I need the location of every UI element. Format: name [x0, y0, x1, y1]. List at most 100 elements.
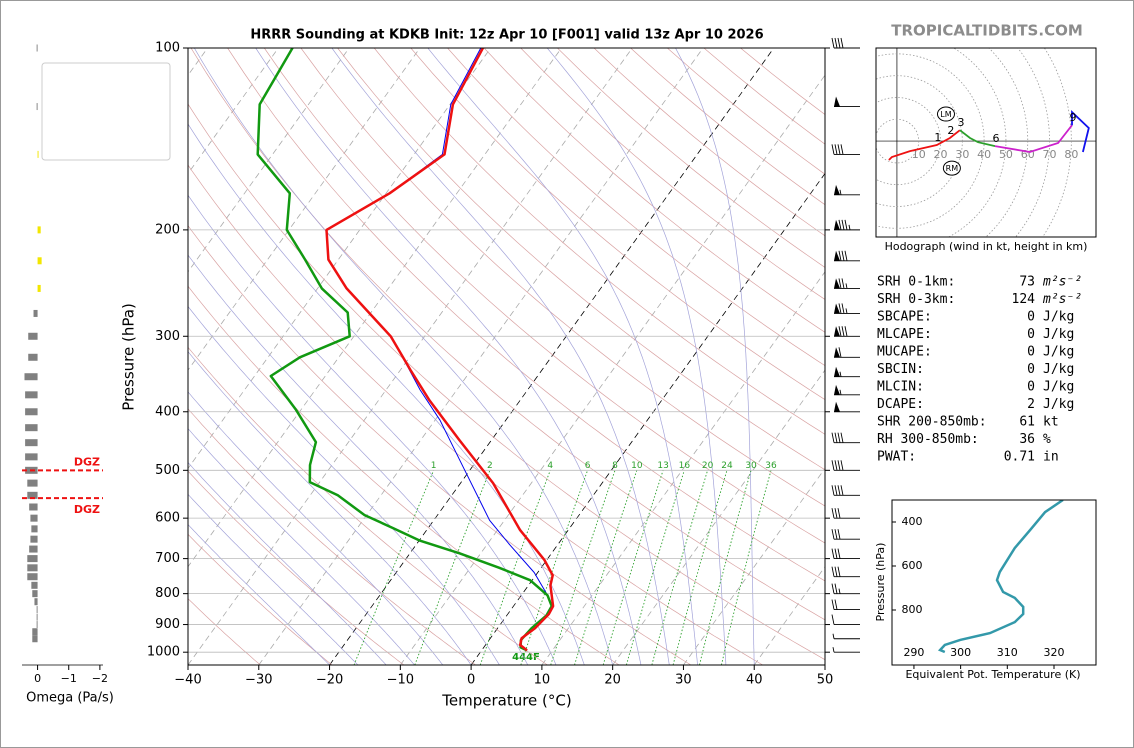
- barb-half: [832, 633, 835, 639]
- barb-line: [837, 37, 841, 49]
- omega-bar: [30, 535, 38, 543]
- mixing-ratio-line: [574, 470, 638, 665]
- index-label: SHR 200-850mb:: [877, 415, 987, 430]
- y-tick-label: 800: [155, 586, 180, 601]
- dry-adiabat: [188, 533, 333, 665]
- ring-label: 10: [912, 148, 926, 161]
- mixing-ratio-line: [720, 470, 772, 665]
- theta-e-plot: [937, 500, 1064, 654]
- omega-bar: [37, 257, 42, 265]
- mixing-ratio-line: [550, 470, 616, 665]
- y-tick-label: 900: [155, 617, 180, 632]
- wind-barb: [831, 37, 860, 49]
- hodo-line: [994, 124, 1073, 153]
- ring-label: 70: [1043, 148, 1057, 161]
- y-tick-label: 1000: [147, 645, 180, 660]
- barb-line: [834, 529, 838, 540]
- hodograph-frame: [875, 47, 1097, 238]
- y-tick-label: 100: [155, 41, 180, 56]
- mixing-ratio-line: [699, 470, 752, 665]
- ring-label: 20: [934, 148, 948, 161]
- hodo-line: [1071, 110, 1090, 153]
- barb-line: [838, 326, 842, 337]
- hodo-line: [959, 129, 996, 147]
- dgz-label: DGZ: [74, 503, 100, 516]
- x-tick-label: 40: [746, 673, 763, 688]
- x-tick-label: −10: [387, 673, 414, 688]
- profile-line: [325, 48, 555, 652]
- index-value: 73: [1019, 275, 1035, 290]
- barb-line: [834, 460, 838, 471]
- x-axis-label: Equivalent Pot. Temperature (K): [905, 668, 1080, 681]
- barb-line: [831, 583, 835, 594]
- wind-barb: [834, 303, 860, 314]
- mixing-ratio-label: 24: [721, 461, 733, 471]
- dry-adiabat: [373, 48, 825, 435]
- barb-line: [841, 219, 845, 230]
- barb-line: [841, 278, 845, 289]
- omega-bar: [28, 353, 38, 361]
- index-unit: m²s⁻²: [1042, 275, 1082, 290]
- moist-adiabat: [188, 391, 444, 665]
- y-tick-label: 800: [902, 603, 923, 616]
- mixing-ratio-label: 10: [631, 461, 643, 471]
- barb-line: [840, 144, 844, 155]
- theta-e-line: [937, 500, 1064, 654]
- omega-bar: [36, 44, 38, 52]
- dry-adiabat: [188, 408, 476, 665]
- wind-barb: [831, 529, 860, 540]
- barb-line: [834, 599, 838, 610]
- barb-line: [831, 548, 835, 559]
- omega-bar: [30, 514, 38, 522]
- height-label: 2: [947, 124, 954, 137]
- dry-adiabat: [188, 470, 405, 665]
- barb-line: [844, 219, 848, 230]
- barb-flag: [834, 96, 840, 107]
- wind-barb: [831, 485, 860, 496]
- mixing-ratio-label: 2: [487, 461, 493, 471]
- barb-line: [844, 326, 848, 337]
- dry-adiabat: [188, 285, 620, 665]
- omega-bar: [25, 408, 38, 416]
- index-label: MLCAPE:: [877, 327, 932, 342]
- y-tick-label: 400: [155, 404, 180, 419]
- annotation: 444F: [512, 652, 540, 663]
- chart-title: HRRR Sounding at KDKB Init: 12z Apr 10 […: [250, 28, 763, 43]
- omega-bar: [27, 573, 38, 581]
- moist-adiabat: [188, 428, 415, 665]
- y-tick-label: 500: [155, 463, 180, 478]
- barb-line: [831, 599, 835, 610]
- ring-label: 80: [1064, 148, 1078, 161]
- barb-line: [837, 529, 841, 540]
- height-label: 9: [1070, 111, 1077, 124]
- index-value: 0: [1027, 362, 1035, 377]
- barb-line: [837, 432, 841, 443]
- barb-half: [839, 389, 842, 395]
- barb-flag: [834, 303, 840, 314]
- background-lines: [188, 48, 825, 665]
- omega-bar: [37, 150, 39, 158]
- wind-barb: [834, 219, 860, 231]
- index-unit: m²s⁻²: [1042, 292, 1082, 307]
- barb-flag: [834, 366, 840, 377]
- barb-line: [844, 250, 848, 261]
- dry-adiabat: [227, 48, 825, 582]
- omega-bar: [33, 309, 38, 317]
- wind-barb: [831, 548, 860, 560]
- barb-line: [831, 508, 835, 519]
- mixing-ratio-line: [625, 470, 685, 665]
- barb-line: [837, 548, 841, 559]
- y-tick-label: 600: [902, 559, 923, 572]
- barb-line: [831, 614, 835, 625]
- barb-line: [831, 566, 835, 577]
- wind-barb: [834, 347, 860, 358]
- x-tick-label: −2: [92, 672, 108, 685]
- omega-bar: [37, 226, 41, 234]
- index-label: DCAPE:: [877, 397, 924, 412]
- hodograph-caption: Hodograph (wind in kt, height in km): [885, 240, 1088, 253]
- barb-half: [845, 308, 848, 314]
- y-tick-label: 400: [902, 515, 923, 528]
- dry-adiabat: [483, 48, 825, 333]
- isotherm: [541, 271, 825, 665]
